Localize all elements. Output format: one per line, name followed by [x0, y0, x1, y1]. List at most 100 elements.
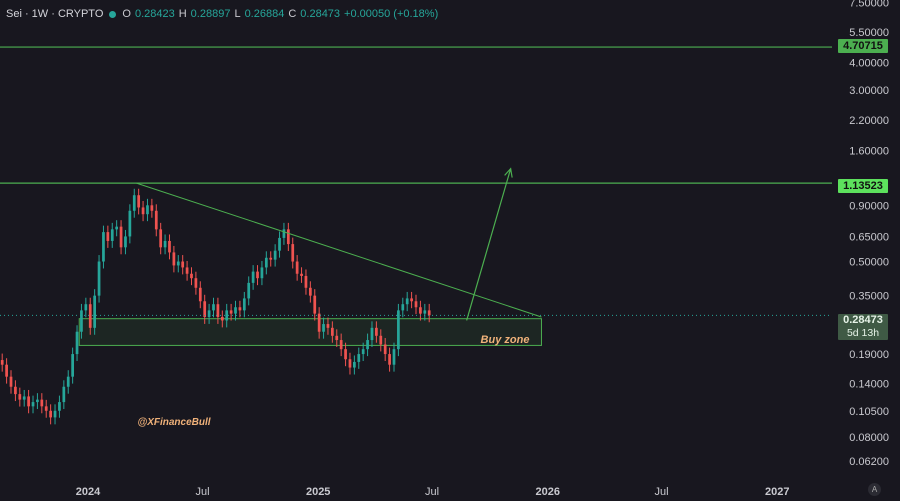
candle-body — [36, 399, 39, 403]
candle-body — [423, 310, 427, 314]
candle-body — [5, 364, 8, 377]
candle-body — [58, 402, 61, 411]
x-tick-label: Jul — [195, 486, 209, 498]
x-tick-label: Jul — [655, 486, 669, 498]
candle-body — [22, 396, 26, 400]
candle-body — [159, 229, 163, 248]
current-price-value: 0.28473 — [843, 314, 883, 326]
y-tick-label: 7.50000 — [849, 0, 889, 10]
candle-body — [388, 354, 391, 365]
candle-body — [291, 244, 295, 262]
candle-body — [269, 257, 273, 260]
upper-resistance-price-tag[interactable]: 4.70715 — [838, 39, 888, 53]
candle-body — [361, 349, 365, 355]
candle-body — [234, 307, 237, 314]
auto-scale-button[interactable]: A — [868, 483, 881, 496]
candle-body — [14, 386, 17, 395]
candle-body — [366, 340, 369, 350]
buy-zone-layer — [78, 318, 542, 346]
candle-body — [88, 304, 92, 328]
candle-body — [194, 278, 198, 288]
candle-body — [198, 287, 202, 302]
candle-body — [9, 376, 13, 387]
y-tick-label: 0.50000 — [849, 257, 889, 269]
candle-body — [405, 298, 409, 305]
candle-body — [348, 359, 352, 368]
buy-zone-rect — [78, 318, 542, 346]
symbol-title[interactable]: Sei · 1W · CRYPTO — [6, 8, 104, 20]
x-tick-label: 2024 — [76, 486, 101, 498]
candle-body — [102, 232, 105, 262]
open-value: 0.28423 — [134, 8, 175, 20]
high-value: 0.28897 — [190, 8, 231, 20]
current-price-tag[interactable]: 0.28473 5d 13h — [838, 314, 888, 340]
candle-body — [317, 313, 321, 332]
candle-body — [414, 301, 418, 308]
descending-trendline — [136, 182, 542, 318]
x-tick-label: 2026 — [536, 486, 560, 498]
candle-body — [242, 298, 246, 311]
candle-body — [207, 310, 211, 317]
y-tick-label: 1.60000 — [849, 145, 889, 157]
x-tick-label: Jul — [425, 486, 439, 498]
candle-body — [203, 301, 207, 317]
candles-layer — [0, 188, 431, 425]
y-tick-label: 0.14000 — [849, 378, 889, 390]
candle-body — [392, 349, 396, 365]
candle-body — [401, 304, 405, 311]
candle-body — [238, 307, 242, 311]
candle-body — [176, 261, 180, 266]
candle-body — [220, 316, 224, 321]
candle-body — [260, 267, 264, 279]
candle-body — [132, 195, 136, 211]
candle-body — [185, 267, 189, 274]
projection-arrow-shaft — [466, 168, 512, 321]
annotation-layer — [0, 46, 832, 321]
candle-body — [80, 310, 83, 332]
low-value: 0.26884 — [244, 8, 285, 20]
candle-body — [40, 399, 44, 407]
candle-body — [31, 402, 35, 407]
candle-body — [322, 324, 325, 332]
candle-body — [278, 237, 281, 251]
candle-body — [273, 250, 277, 260]
candle-body — [150, 205, 154, 211]
resistance-price-tag[interactable]: 1.13523 — [838, 179, 888, 193]
candle-body — [264, 257, 268, 268]
candle-body — [190, 273, 193, 279]
candle-body — [304, 275, 308, 288]
candle-body — [251, 271, 255, 283]
candle-body — [308, 287, 312, 296]
low-label: L — [234, 8, 241, 20]
candle-body — [286, 229, 290, 245]
candle-body — [27, 396, 30, 407]
candle-body — [225, 310, 229, 321]
candle-body — [212, 304, 215, 311]
candle-body — [330, 327, 334, 336]
candle-body — [146, 205, 149, 215]
x-tick-label: 2027 — [765, 486, 789, 498]
y-tick-label: 0.08000 — [849, 432, 889, 444]
candle-body — [44, 406, 48, 411]
candle-body — [419, 307, 422, 314]
candle-body — [181, 261, 185, 268]
y-tick-label: 0.06200 — [849, 456, 889, 468]
y-tick-label: 2.20000 — [849, 115, 889, 127]
y-tick-label: 5.50000 — [849, 27, 889, 39]
y-tick-label: 0.35000 — [849, 291, 889, 303]
candle-body — [397, 310, 400, 350]
candle-body — [115, 226, 119, 230]
candle-body — [357, 354, 361, 362]
candle-body — [172, 252, 176, 266]
candle-body — [141, 207, 145, 215]
candle-countdown: 5d 13h — [846, 327, 880, 339]
candle-body — [71, 354, 74, 377]
candle-body — [49, 410, 52, 418]
candle-body — [383, 344, 387, 355]
high-label: H — [178, 8, 187, 20]
candle-body — [427, 310, 431, 316]
candle-body — [128, 210, 132, 237]
candle-body — [410, 298, 413, 302]
